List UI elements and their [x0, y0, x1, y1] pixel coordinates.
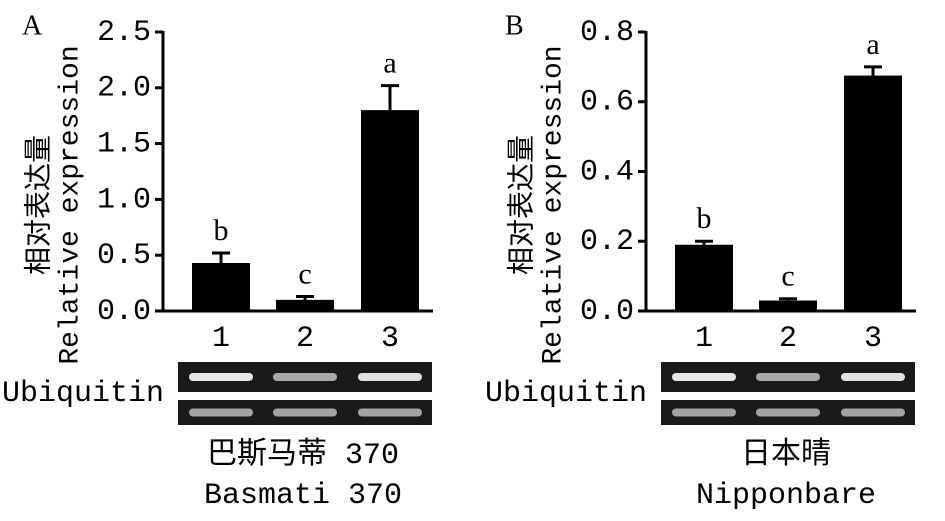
significance-letter: c	[781, 260, 794, 293]
gel-band	[358, 408, 422, 417]
error-bar	[296, 294, 314, 300]
panel-label: A	[22, 10, 43, 41]
significance-letter: b	[697, 202, 712, 235]
y-tick-label: 1.5	[97, 128, 151, 162]
y-tick-label: 1.0	[97, 183, 151, 217]
x-tick-label: 3	[381, 322, 399, 356]
gel-label: Ubiquitin	[485, 377, 647, 411]
cultivar-label: Basmati 370	[204, 479, 402, 513]
y-tick-label: 0.5	[97, 239, 151, 273]
y-tick-label: 2.5	[97, 16, 151, 50]
gel-band	[841, 373, 905, 381]
y-tick-label: 2.0	[97, 72, 151, 106]
x-tick-label: 1	[695, 322, 713, 356]
y-tick-label: 0.4	[580, 155, 634, 189]
significance-letter: a	[383, 46, 396, 79]
gel-band	[756, 373, 820, 381]
x-tick-label: 1	[212, 322, 230, 356]
bar	[192, 263, 250, 311]
bar	[361, 110, 419, 312]
y-axis-label: 相对表达量	[22, 135, 56, 275]
panel-label: B	[505, 10, 524, 41]
bar	[759, 300, 817, 311]
y-tick-label: 0.0	[580, 295, 634, 329]
y-axis-label: Relative expression	[55, 45, 86, 364]
gel-band	[358, 373, 422, 381]
gel-band	[273, 373, 337, 381]
gel-band	[841, 408, 905, 417]
error-bar	[864, 65, 882, 76]
gel-band	[672, 408, 736, 417]
y-axis-label: 相对表达量	[505, 135, 539, 275]
significance-letter: a	[866, 28, 879, 61]
x-tick-label: 3	[864, 322, 882, 356]
bar	[844, 75, 902, 311]
significance-letter: b	[214, 214, 229, 247]
bar	[675, 244, 733, 311]
gel-band	[189, 408, 253, 417]
significance-letter: c	[298, 257, 311, 290]
y-axis-label: Relative expression	[538, 45, 569, 364]
gel-band	[189, 373, 253, 381]
cultivar-label: 日本晴	[741, 437, 831, 473]
x-tick-label: 2	[779, 322, 797, 356]
gel-band	[756, 408, 820, 417]
error-bar	[779, 297, 797, 301]
gel-band	[672, 373, 736, 381]
y-tick-label: 0.8	[580, 16, 634, 50]
y-tick-label: 0.0	[97, 295, 151, 329]
gel-label: Ubiquitin	[2, 377, 164, 411]
bar	[276, 299, 334, 311]
error-bar	[381, 84, 399, 111]
x-tick-label: 2	[296, 322, 314, 356]
cultivar-label: 巴斯马蒂 370	[207, 437, 399, 473]
y-tick-label: 0.2	[580, 225, 634, 259]
cultivar-label: Nipponbare	[696, 479, 876, 513]
y-tick-label: 0.6	[580, 86, 634, 120]
error-bar	[212, 251, 230, 264]
gel-band	[273, 408, 337, 417]
error-bar	[695, 239, 713, 245]
